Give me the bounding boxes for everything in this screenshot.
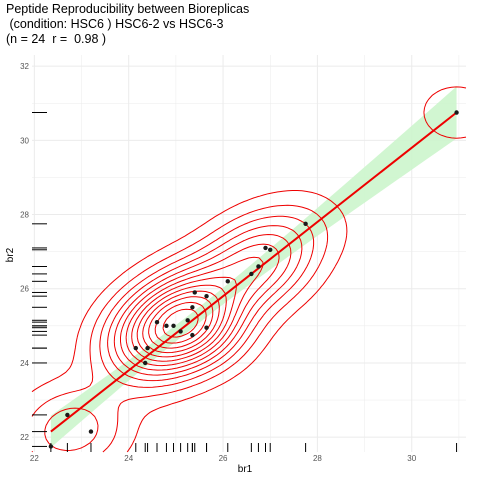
data-point [164, 323, 169, 329]
density-contour [113, 234, 292, 376]
y-tick-label: 24 [20, 359, 29, 368]
data-point [154, 319, 160, 325]
tick-label-layer: 22 24 26 28 30 22 24 26 28 30 32 [20, 62, 417, 463]
density-contour [107, 225, 303, 382]
density-contour [31, 86, 467, 453]
data-point [185, 318, 190, 323]
y-tick-label: 32 [20, 62, 29, 71]
data-point [192, 290, 197, 295]
data-point [88, 429, 94, 434]
y-tick-label: 26 [20, 285, 29, 294]
data-point [268, 247, 273, 252]
data-point [133, 345, 138, 351]
y-axis-title: br2 [5, 247, 16, 262]
chart-title-block: Peptide Reproducibility between Biorepli… [6, 2, 249, 47]
y-tick-label: 28 [20, 211, 29, 220]
data-point [263, 245, 268, 251]
rug-layer [32, 112, 458, 452]
regression-line [50, 111, 458, 433]
x-tick-label: 28 [313, 454, 322, 463]
density-contour [125, 256, 264, 367]
confidence-ribbon-layer [50, 86, 457, 448]
data-point [190, 305, 195, 310]
chart-stats: (n = 24 r = 0.98 ) [6, 32, 107, 46]
data-point [178, 329, 183, 334]
data-point [65, 412, 70, 418]
data-point [249, 271, 254, 277]
data-point [256, 264, 261, 269]
chart-subtitle: (condition: HSC6 ) HSC6-2 vs HSC6-3 [6, 17, 224, 31]
x-tick-label: 26 [219, 454, 228, 463]
data-point [48, 444, 54, 449]
y-tick-label: 30 [20, 136, 29, 145]
data-point [171, 323, 176, 329]
data-point [225, 279, 230, 284]
x-tick-label: 22 [30, 454, 39, 463]
x-axis-title: br1 [238, 464, 253, 475]
point-layer [48, 110, 459, 449]
data-point [303, 221, 308, 227]
chart-title: Peptide Reproducibility between Biorepli… [6, 2, 250, 16]
data-point [204, 325, 209, 330]
data-point [454, 110, 459, 115]
x-tick-label: 24 [124, 454, 133, 463]
grid-layer [32, 55, 466, 452]
density-contour [44, 215, 315, 451]
data-point [145, 345, 150, 351]
data-point [190, 332, 195, 338]
x-tick-label: 30 [407, 454, 416, 463]
density-contour [162, 308, 199, 338]
density-contour [131, 276, 237, 362]
density-contour [120, 243, 280, 371]
confidence-ribbon [50, 86, 457, 448]
density-contour [136, 284, 227, 358]
data-point [143, 360, 148, 366]
density-contour [148, 296, 214, 349]
data-point [204, 293, 209, 299]
y-tick-label: 22 [20, 433, 29, 442]
fit-line-layer [50, 111, 458, 433]
